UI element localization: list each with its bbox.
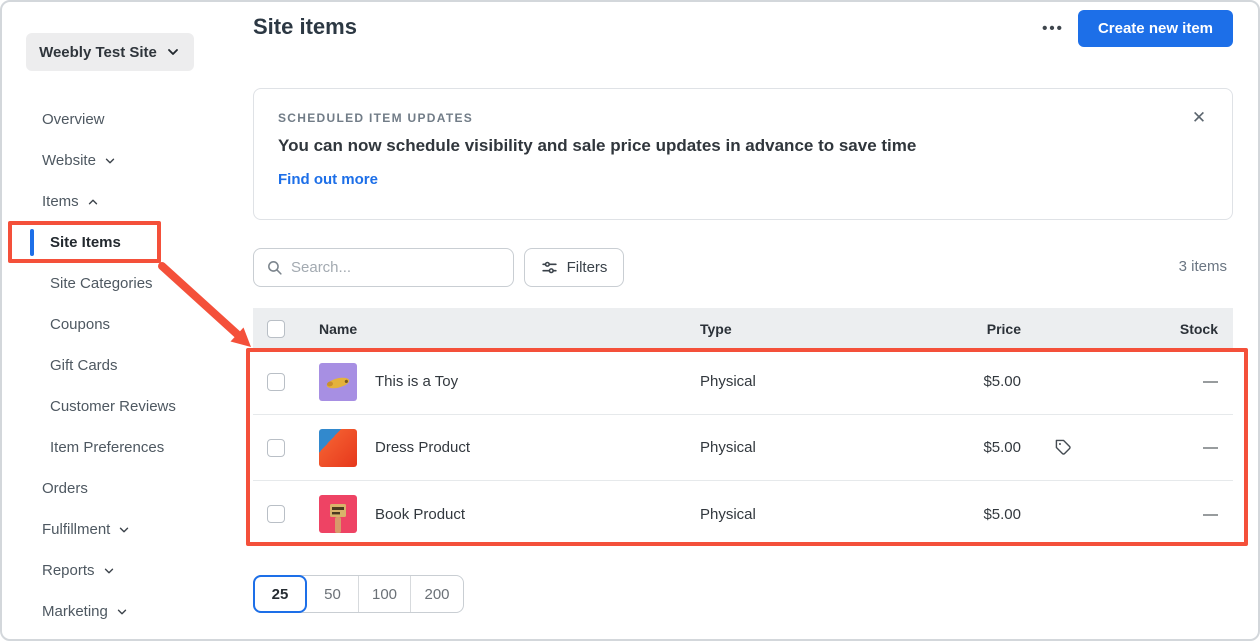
page-size-selector: 25 50 100 200: [253, 575, 464, 613]
create-new-item-button[interactable]: Create new item: [1077, 10, 1233, 47]
item-price: $5.00: [983, 505, 1021, 523]
site-switcher-label: Weebly Test Site: [39, 43, 157, 61]
book-product-thumbnail: [319, 495, 357, 533]
search-icon: [268, 261, 282, 275]
item-price: $5.00: [983, 439, 1021, 456]
filters-label: Filters: [566, 259, 608, 276]
sidebar-item-label: Site Categories: [50, 275, 153, 292]
scheduled-updates-banner: SCHEDULED ITEM UPDATES You can now sched…: [253, 88, 1233, 220]
table-row[interactable]: This is a Toy Physical $5.00 —: [253, 349, 1233, 415]
page-size-25[interactable]: 25: [253, 575, 307, 613]
page-title: Site items: [253, 14, 357, 39]
sidebar-item-label: Item Preferences: [50, 439, 165, 456]
row-checkbox[interactable]: [267, 505, 285, 523]
page-size-50[interactable]: 50: [307, 576, 359, 612]
chevron-down-icon: [120, 527, 129, 532]
search-input[interactable]: [291, 259, 503, 276]
page-size-100[interactable]: 100: [359, 576, 411, 612]
sidebar-item-items[interactable]: Items: [0, 181, 240, 222]
sidebar-item-label: Website: [42, 152, 96, 169]
select-all-checkbox[interactable]: [267, 319, 285, 338]
chevron-down-icon: [167, 49, 178, 55]
sidebar-nav: Overview Website Items Site Items Site C…: [0, 99, 240, 632]
sidebar-item-coupons[interactable]: Coupons: [0, 304, 240, 345]
sidebar-item-item-preferences[interactable]: Item Preferences: [0, 427, 240, 468]
site-switcher-button[interactable]: Weebly Test Site: [26, 33, 194, 71]
sale-tag-icon: [1055, 439, 1071, 455]
column-header-stock: Stock: [1179, 320, 1218, 337]
sidebar-item-site-categories[interactable]: Site Categories: [0, 263, 240, 304]
item-name: This is a Toy: [375, 373, 459, 390]
table-row[interactable]: Book Product Physical $5.00 —: [253, 481, 1233, 547]
chevron-down-icon: [105, 158, 115, 163]
filters-icon: [541, 261, 557, 274]
sidebar-item-label: Orders: [42, 480, 88, 497]
more-actions-button[interactable]: •••: [1033, 14, 1073, 42]
close-icon[interactable]: ✕: [1188, 107, 1210, 129]
item-count: 3 items: [1178, 258, 1227, 275]
sidebar-item-website[interactable]: Website: [0, 140, 240, 181]
row-checkbox[interactable]: [267, 438, 285, 457]
column-header-price: Price: [986, 320, 1021, 337]
sidebar-item-label: Site Items: [50, 234, 121, 251]
toy-product-thumbnail: [319, 362, 357, 401]
sidebar-item-label: Marketing: [42, 603, 108, 620]
sidebar-item-customer-reviews[interactable]: Customer Reviews: [0, 386, 240, 427]
item-type: Physical: [700, 439, 756, 456]
chevron-down-icon: [117, 609, 127, 614]
row-checkbox[interactable]: [267, 372, 285, 391]
item-type: Physical: [700, 373, 756, 390]
page-size-200[interactable]: 200: [411, 576, 463, 612]
banner-headline: You can now schedule visibility and sale…: [278, 136, 917, 155]
sidebar-item-site-items[interactable]: Site Items: [0, 222, 240, 263]
items-table: Name Type Price Stock This is a Toy Phys…: [253, 308, 1233, 547]
sidebar-item-fulfillment[interactable]: Fulfillment: [0, 509, 240, 550]
sidebar-item-label: Fulfillment: [42, 521, 111, 538]
chevron-down-icon: [104, 568, 113, 573]
item-name: Dress Product: [375, 439, 471, 456]
item-price: $5.00: [983, 373, 1021, 390]
sidebar-item-label: Coupons: [50, 316, 111, 333]
sidebar-item-overview[interactable]: Overview: [0, 99, 240, 140]
sidebar: Weebly Test Site Overview Website Items …: [0, 0, 240, 641]
column-header-type: Type: [700, 320, 732, 337]
sidebar-item-gift-cards[interactable]: Gift Cards: [0, 345, 240, 386]
main-content: Site items ••• Create new item SCHEDULED…: [253, 0, 1233, 641]
find-out-more-link[interactable]: Find out more: [278, 171, 378, 188]
sidebar-item-label: Reports: [42, 562, 95, 579]
table-header-row: Name Type Price Stock: [253, 308, 1233, 349]
item-type: Physical: [700, 505, 756, 523]
sidebar-item-label: Gift Cards: [50, 357, 118, 374]
column-header-name: Name: [319, 320, 358, 337]
item-stock: —: [1203, 373, 1218, 390]
table-toolbar: Filters 3 items: [253, 248, 1233, 287]
sidebar-item-orders[interactable]: Orders: [0, 468, 240, 509]
sidebar-item-label: Items: [42, 193, 79, 210]
search-box[interactable]: [253, 248, 514, 287]
sidebar-item-marketing[interactable]: Marketing: [0, 591, 240, 632]
table-row[interactable]: Dress Product Physical $5.00 —: [253, 415, 1233, 481]
item-stock: —: [1203, 505, 1218, 523]
item-name: Book Product: [375, 505, 466, 523]
banner-eyebrow: SCHEDULED ITEM UPDATES: [278, 111, 474, 125]
chevron-up-icon: [88, 199, 97, 204]
sidebar-item-reports[interactable]: Reports: [0, 550, 240, 591]
filters-button[interactable]: Filters: [524, 248, 624, 287]
dress-product-thumbnail: [319, 428, 357, 467]
sidebar-item-label: Customer Reviews: [50, 398, 176, 415]
sidebar-item-label: Overview: [42, 111, 105, 128]
active-indicator: [30, 229, 34, 256]
item-stock: —: [1203, 439, 1218, 456]
